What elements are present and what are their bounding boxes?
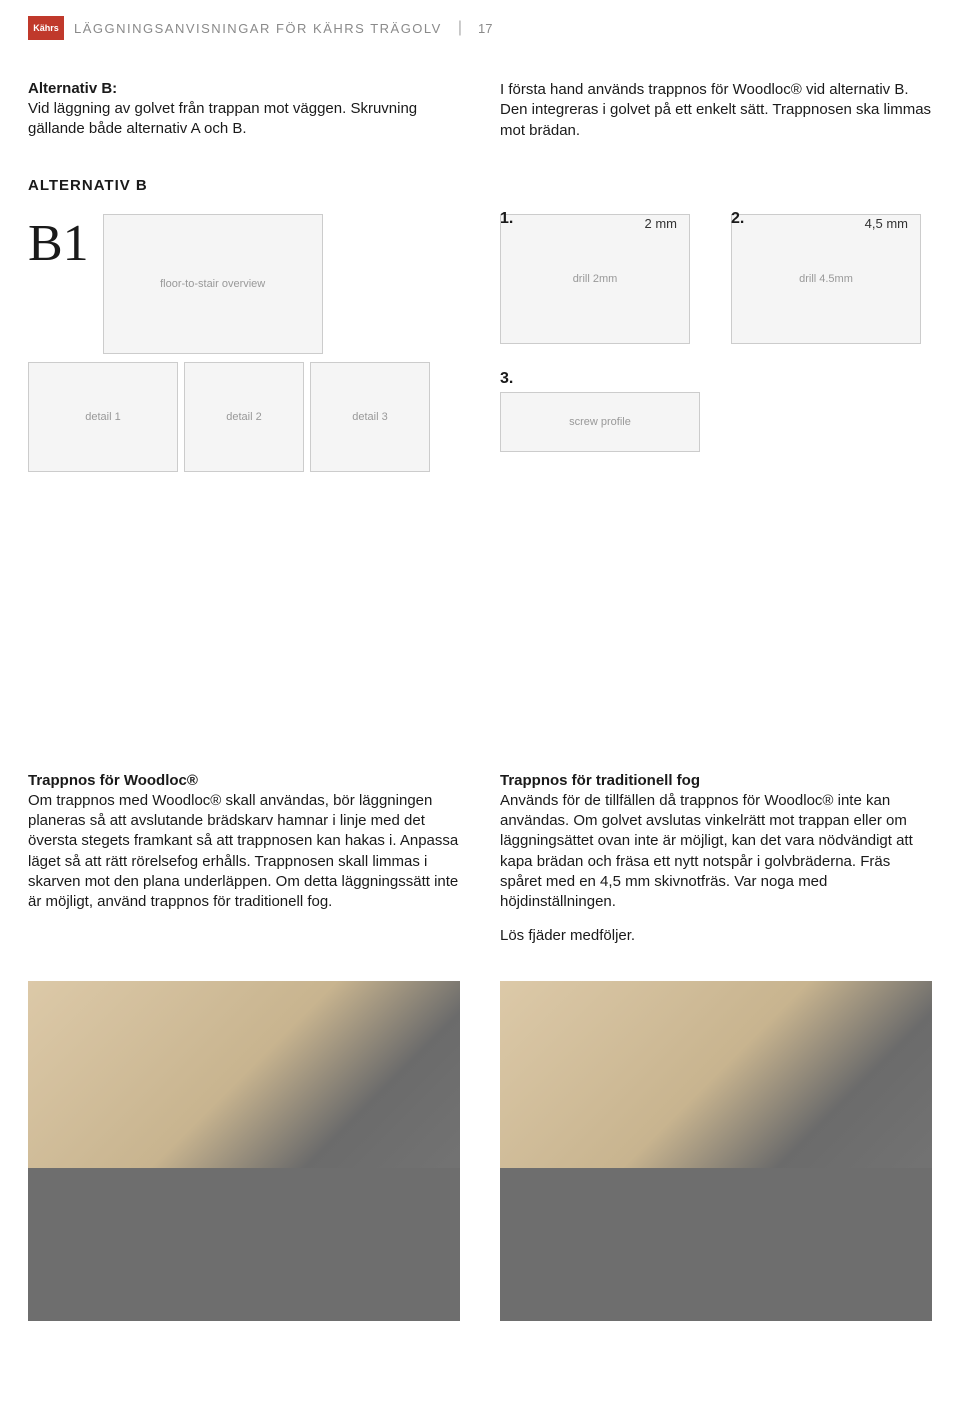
- step-1-box: 1. 2 mm drill 2mm: [500, 214, 701, 344]
- alternativ-b-label: ALTERNATIV B: [28, 177, 932, 194]
- diagram-right-column: 1. 2 mm drill 2mm 2. 4,5 mm drill 4.5mm …: [500, 214, 932, 472]
- step-2-diagram: drill 4.5mm: [731, 214, 921, 344]
- title-divider: |: [458, 19, 462, 37]
- page-container: Kährs LÄGGNINGSANVISNINGAR FÖR KÄHRS TRÄ…: [0, 0, 960, 1321]
- lower-text-columns: Trappnos för Woodloc® Om trappnos med Wo…: [28, 772, 932, 947]
- photo-row: [28, 981, 932, 1321]
- traditional-photo: [500, 981, 932, 1321]
- lower-right-column: Trappnos för traditionell fog Används fö…: [500, 772, 932, 947]
- b1-label: B1: [28, 214, 89, 273]
- step-1-dimension: 2 mm: [645, 216, 678, 231]
- step-1-number: 1.: [500, 210, 513, 228]
- step-3-diagram: screw profile: [500, 392, 700, 452]
- step-2-dimension: 4,5 mm: [865, 216, 908, 231]
- woodloc-photo: [28, 981, 460, 1321]
- b1-sub-diagram-2: detail 2: [184, 362, 304, 472]
- woodloc-body: Om trappnos med Woodloc® skall användas,…: [28, 791, 460, 913]
- b1-sub-diagram-3: detail 3: [310, 362, 430, 472]
- intro-left: Alternativ B: Vid läggning av golvet frå…: [28, 80, 460, 141]
- b1-sub-diagrams: detail 1 detail 2 detail 3: [28, 362, 430, 472]
- step-2-number: 2.: [731, 210, 744, 228]
- doc-title: LÄGGNINGSANVISNINGAR FÖR KÄHRS TRÄGOLV: [74, 21, 442, 36]
- b1-main-diagram: floor-to-stair overview: [103, 214, 323, 354]
- brand-logo: Kährs: [28, 16, 64, 40]
- step-1-diagram: drill 2mm: [500, 214, 690, 344]
- traditional-heading: Trappnos för traditionell fog: [500, 772, 932, 789]
- page-header: Kährs LÄGGNINGSANVISNINGAR FÖR KÄHRS TRÄ…: [28, 16, 932, 40]
- lower-left-column: Trappnos för Woodloc® Om trappnos med Wo…: [28, 772, 460, 947]
- b1-row: B1 floor-to-stair overview: [28, 214, 323, 354]
- traditional-body: Används för de tillfällen då trappnos fö…: [500, 791, 932, 913]
- intro-right-body: I första hand används trappnos för Woodl…: [500, 80, 932, 141]
- intro-columns: Alternativ B: Vid läggning av golvet frå…: [28, 80, 932, 141]
- step-2-box: 2. 4,5 mm drill 4.5mm: [731, 214, 932, 344]
- intro-left-body: Vid läggning av golvet från trappan mot …: [28, 99, 460, 140]
- intro-right: I första hand används trappnos för Woodl…: [500, 80, 932, 141]
- alt-b-heading: Alternativ B:: [28, 80, 460, 97]
- diagram-left-column: B1 floor-to-stair overview detail 1 deta…: [28, 214, 460, 472]
- b1-sub-diagram-1: detail 1: [28, 362, 178, 472]
- step-3-number: 3.: [500, 370, 932, 388]
- traditional-tail: Lös fjäder medföljer.: [500, 926, 932, 946]
- page-number: 17: [478, 21, 492, 36]
- woodloc-heading: Trappnos för Woodloc®: [28, 772, 460, 789]
- step-3-box: 3. screw profile: [500, 370, 932, 452]
- diagram-region: B1 floor-to-stair overview detail 1 deta…: [28, 214, 932, 472]
- steps-1-2-row: 1. 2 mm drill 2mm 2. 4,5 mm drill 4.5mm: [500, 214, 932, 344]
